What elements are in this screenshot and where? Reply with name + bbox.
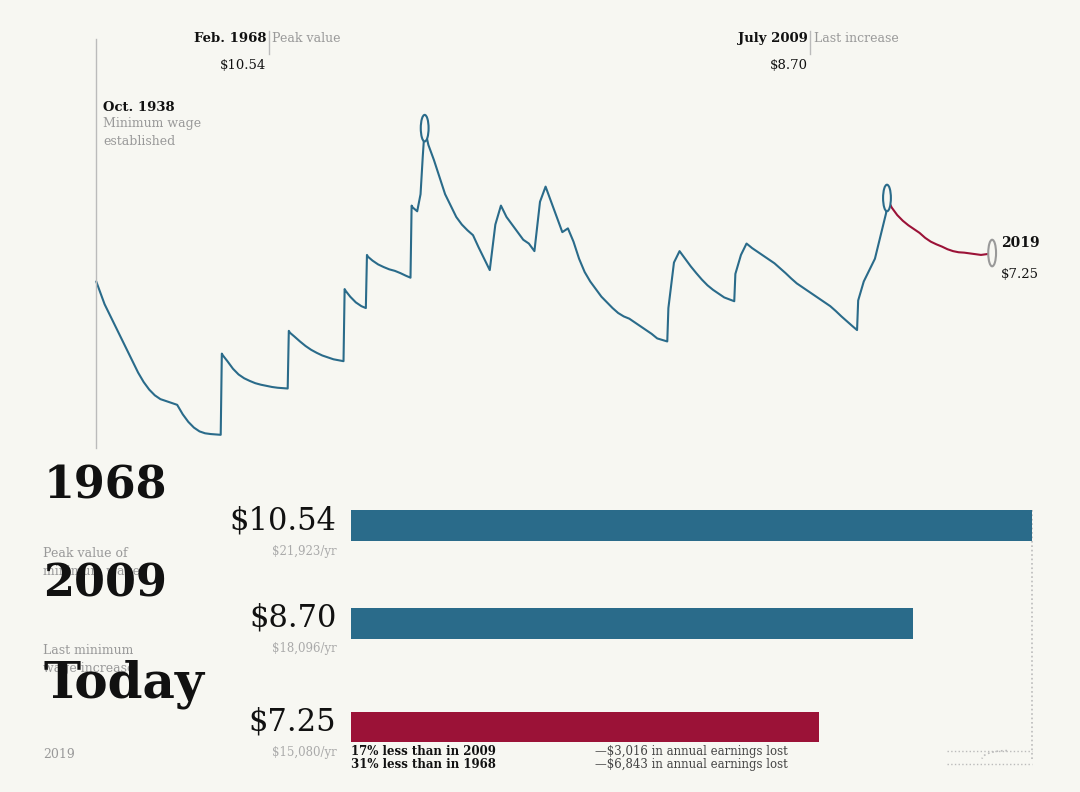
Text: 17% less than in 2009: 17% less than in 2009 [351, 745, 496, 758]
Text: $7.25: $7.25 [248, 706, 336, 737]
Text: $18,096/yr: $18,096/yr [271, 642, 336, 655]
Text: 2019: 2019 [43, 748, 75, 761]
Text: Feb. 1968: Feb. 1968 [194, 32, 267, 45]
Text: Peak value: Peak value [272, 32, 340, 45]
Text: Last minimum
wage increase: Last minimum wage increase [43, 644, 135, 676]
Text: July 2009: July 2009 [738, 32, 808, 45]
Text: 2019: 2019 [1001, 236, 1040, 250]
Text: Peak value of
minimum wage: Peak value of minimum wage [43, 546, 140, 578]
Bar [351, 510, 1031, 541]
Text: $8.70: $8.70 [248, 603, 336, 634]
Text: 2009: 2009 [43, 562, 167, 605]
Circle shape [883, 185, 891, 211]
Text: $10.54: $10.54 [220, 59, 267, 72]
Text: $10.54: $10.54 [229, 505, 336, 536]
Text: $21,923/yr: $21,923/yr [272, 545, 336, 558]
Text: 1968: 1968 [43, 465, 166, 508]
Text: Last increase: Last increase [813, 32, 899, 45]
Circle shape [988, 240, 996, 266]
Text: —$6,843 in annual earnings lost: —$6,843 in annual earnings lost [595, 758, 787, 771]
Text: —$3,016 in annual earnings lost: —$3,016 in annual earnings lost [595, 745, 787, 758]
Text: $15,080/yr: $15,080/yr [271, 746, 336, 759]
Text: Oct. 1938: Oct. 1938 [104, 101, 175, 114]
Bar [351, 607, 913, 638]
Text: $8.70: $8.70 [770, 59, 808, 72]
Text: 31% less than in 1968: 31% less than in 1968 [351, 758, 496, 771]
Text: Today: Today [43, 660, 204, 709]
Text: Minimum wage
established: Minimum wage established [104, 117, 202, 148]
Bar [351, 712, 820, 742]
Text: $7.25: $7.25 [1001, 268, 1039, 280]
Circle shape [421, 115, 429, 142]
